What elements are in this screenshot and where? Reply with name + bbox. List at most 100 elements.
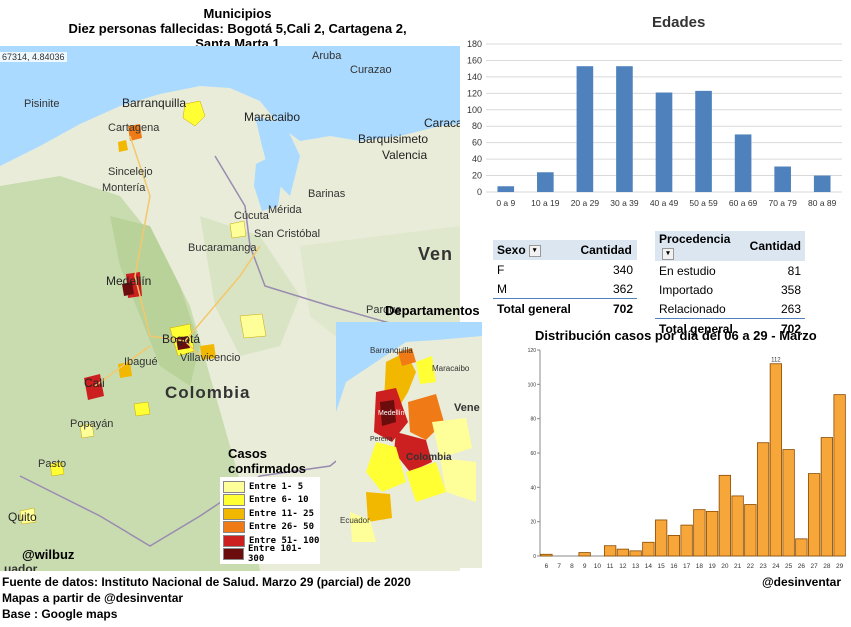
table-cell: 340 [612, 262, 633, 277]
dept-label-barranquilla: Barranquilla [370, 346, 413, 355]
municipios-title-block: Municipios Diez personas fallecidas: Bog… [60, 6, 415, 51]
sexo-table: Sexo ▾ Cantidad F 340 M 362 Total general… [493, 240, 637, 318]
table-cell: F [497, 262, 505, 277]
table-cell: Relacionado [659, 301, 726, 316]
distribucion-chart-title: Distribución casos por día del 06 a 29 -… [535, 328, 817, 343]
bar-day-18 [693, 509, 706, 557]
bar-20-a-29 [576, 66, 594, 192]
y-tick-label: 80 [472, 121, 482, 131]
y-tick-label: 40 [530, 485, 536, 491]
credit-wilbuz: @wilbuz [22, 547, 75, 562]
map-label-merida: Mérida [268, 204, 302, 216]
map-label-monteria: Montería [102, 182, 146, 194]
map-label-barinas: Barinas [308, 188, 346, 200]
legend-swatch [223, 521, 245, 534]
bar-day-23 [756, 442, 770, 557]
map-label-ibague: Ibagué [124, 356, 158, 368]
municipios-title: Municipios [203, 6, 272, 21]
bar-day-14 [642, 541, 655, 557]
legend-label: Entre 26- 50 [249, 522, 315, 533]
map-base [0, 46, 460, 571]
edades-bar-chart: 0 20 40 60 80 100 120 140 160 180 0 a 9 10 a 19 20 a… [467, 39, 842, 208]
map-label-pisinite: Pisinite [24, 98, 60, 110]
bar-day-25 [782, 449, 795, 557]
y-tick-label: 0 [477, 187, 482, 197]
credit-desinventar: @desinventar [761, 575, 841, 589]
filter-dropdown-icon[interactable]: ▾ [662, 247, 674, 260]
x-tick-label: 20 a 29 [571, 198, 600, 208]
table-cell: 702 [745, 318, 805, 338]
legend-row: Entre 1- 5 [220, 480, 320, 494]
x-tick-label: 13 [632, 563, 640, 570]
departamentos-map: Barranquilla Maracaibo Vene Colombia Med… [336, 322, 482, 568]
y-tick-label: 40 [472, 154, 482, 164]
x-tick-label: 40 a 49 [650, 198, 679, 208]
map-label-aruba: Aruba [312, 50, 342, 62]
y-tick-label: 100 [467, 105, 482, 115]
x-tick-label: 50 a 59 [689, 198, 718, 208]
legend-row: Entre 26- 50 [220, 521, 320, 535]
x-tick-label: 30 a 39 [610, 198, 639, 208]
bar-day-9 [578, 552, 591, 557]
departamentos-title: Departamentos [385, 303, 480, 318]
bar-day-13 [629, 550, 642, 557]
x-tick-label: 26 [798, 563, 806, 570]
bar-40-a-49 [655, 92, 673, 192]
footer-source: Fuente de datos: Instituto Nacional de S… [2, 575, 411, 589]
map-label-parque: Parque [366, 304, 402, 316]
bar-day-29 [833, 394, 846, 557]
table-row: F 340 [493, 260, 637, 279]
map-label-venezuela-cut: Ven [418, 244, 454, 264]
map-label-pasto: Pasto [38, 458, 67, 470]
legend-swatch [223, 534, 245, 547]
bar-day-26 [795, 538, 808, 557]
cantidad-header: Cantidad [576, 240, 637, 260]
filter-dropdown-icon[interactable]: ▾ [528, 244, 541, 257]
x-tick-label: 17 [683, 563, 691, 570]
dept-label-maracaibo: Maracaibo [432, 364, 470, 373]
map-label-sincelejo: Sincelejo [108, 166, 153, 178]
legend-label: Entre 101- 300 [247, 544, 303, 565]
x-tick-label: 80 a 89 [808, 198, 837, 208]
x-tick-label: 12 [619, 563, 627, 570]
bar-0-a-9 [497, 186, 515, 192]
bar-day-20 [718, 474, 732, 557]
y-tick-label: 0 [533, 554, 536, 560]
dept-map-base [336, 322, 482, 568]
legend-label: Entre 6- 10 [249, 495, 309, 506]
map-label-maracaibo: Maracaibo [244, 110, 301, 124]
x-tick-label: 19 [709, 563, 717, 570]
bar-80-a-89 [813, 175, 831, 192]
y-tick-label: 120 [467, 88, 482, 98]
y-tick-label: 180 [467, 39, 482, 49]
x-tick-label: 22 [747, 563, 755, 570]
table-total-row: Total general 702 [493, 298, 637, 318]
x-tick-label: 6 [545, 563, 549, 570]
distribucion-bar-chart: 0 20 40 60 80 100 120 6 7 8 9 10 11 12 13 14 15 16 17 18 19 2… [528, 348, 846, 570]
x-tick-label: 24 [772, 563, 780, 570]
dept-label-medellin: Medellín [378, 410, 405, 417]
table-cell: Importado [659, 282, 714, 297]
x-tick-label: 23 [760, 563, 768, 570]
bar-10-a-19 [537, 172, 554, 192]
bar-day-22 [744, 504, 757, 557]
y-tick-label: 20 [530, 520, 536, 526]
y-tick-label: 60 [530, 451, 536, 457]
legend-row: Entre 6- 10 [220, 494, 320, 508]
map-label-caracas: Caraca [424, 116, 460, 130]
x-tick-label: 0 a 9 [496, 198, 515, 208]
x-tick-label: 9 [583, 563, 587, 570]
map-label-bogota: Bogotá [162, 332, 201, 346]
bar-day-27 [807, 473, 821, 557]
bar-day-19 [705, 510, 719, 557]
dept-label-pereira: Pereira [370, 436, 393, 443]
sexo-header[interactable]: Sexo ▾ [493, 240, 577, 260]
bar-day-6 [540, 553, 553, 557]
table-cell: En estudio [659, 263, 716, 278]
procedencia-header[interactable]: Procedencia▾ [655, 231, 746, 261]
x-tick-label: 7 [557, 563, 561, 570]
x-tick-label: 14 [645, 563, 653, 570]
bar-day-21 [731, 495, 744, 557]
x-tick-label: 20 [721, 563, 729, 570]
cantidad-header: Cantidad [745, 231, 805, 261]
